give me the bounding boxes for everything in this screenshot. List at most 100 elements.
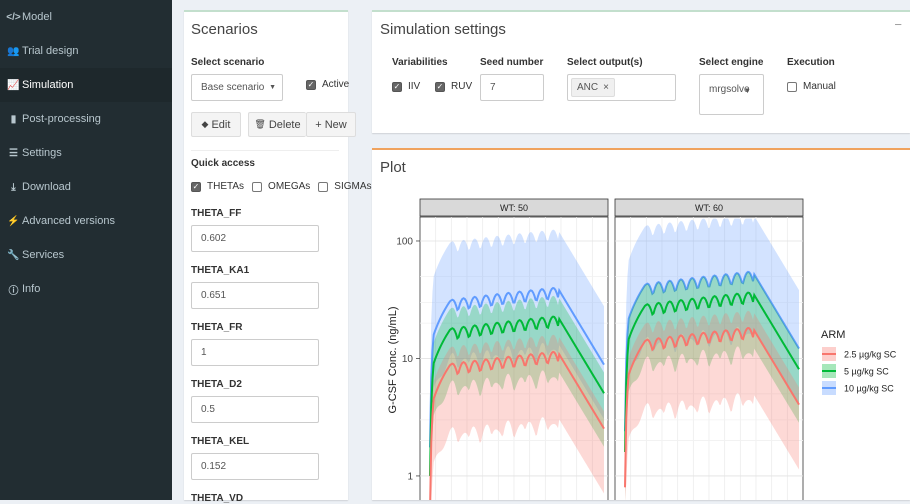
plus-icon: + — [315, 118, 322, 131]
series-median-line — [624, 291, 800, 452]
scenario-select[interactable]: Base scenario ▼ — [191, 74, 283, 101]
sidebar-item-label: Model — [22, 11, 52, 23]
param-label: THETA_KEL — [191, 436, 250, 447]
collapse-button[interactable]: − — [894, 17, 902, 32]
check-icon — [252, 181, 263, 192]
seed-input[interactable]: 7 — [480, 74, 544, 101]
select-scenario-label: Select scenario — [191, 57, 265, 68]
series-band — [430, 295, 604, 500]
ruv-label: RUV — [451, 81, 473, 92]
series-median-line — [429, 350, 605, 500]
remove-tag-icon[interactable]: × — [603, 82, 609, 93]
ruv-checkbox[interactable]: ✓ RUV — [435, 81, 472, 92]
series-band — [625, 310, 799, 500]
quick-omegas-checkbox[interactable]: OMEGAs — [252, 181, 310, 192]
execution-label: Execution — [787, 57, 835, 68]
facet-label: WT: 50 — [500, 203, 528, 213]
iiv-label: IIV — [408, 81, 421, 92]
ruv-check-icon: ✓ — [435, 81, 445, 92]
quick-thetas-checkbox[interactable]: ✓ THETAs — [191, 181, 244, 192]
sidebar-item-label: Trial design — [22, 45, 79, 57]
simulation-settings-title: Simulation settings — [380, 21, 506, 38]
facet-label: WT: 60 — [695, 203, 723, 213]
concentration-chart: G-CSF Conc. (ng/mL) 1 10 100 WT: 50 WT: 60 ARM… — [387, 198, 897, 500]
series-median-line — [624, 270, 800, 432]
sidebar-item-services[interactable]: 🔧 Services — [0, 238, 172, 272]
iiv-checkbox[interactable]: ✓ IIV — [392, 81, 420, 92]
series-band — [625, 218, 799, 486]
sidebar-item-label: Simulation — [22, 79, 74, 91]
param-label: THETA_FF — [191, 208, 242, 219]
param-input[interactable]: 0.5 — [191, 396, 319, 423]
sidebar-item-advanced-versions[interactable]: ⚡ Advanced versions — [0, 204, 172, 238]
code-icon: </> — [6, 11, 21, 23]
param-label: THETA_KA1 — [191, 265, 250, 276]
param-input[interactable]: 0.152 — [191, 453, 319, 480]
manual-checkbox[interactable]: Manual — [787, 81, 836, 92]
param-input[interactable]: 1 — [191, 339, 319, 366]
sidebar-item-model[interactable]: </> Model — [0, 0, 172, 34]
sidebar-item-label: Services — [22, 249, 65, 261]
plot-title: Plot — [380, 159, 406, 176]
legend-label: 5 µg/kg SC — [844, 367, 889, 377]
active-label: Active — [322, 79, 350, 90]
sidebar-item-label: Settings — [22, 147, 62, 159]
facet-strip — [614, 198, 804, 217]
series-median-line — [624, 326, 800, 488]
caret-down-icon: ▼ — [269, 84, 276, 91]
quick-label: SIGMAs — [334, 181, 372, 192]
sidebar-item-download[interactable]: ⤓ Download — [0, 170, 172, 204]
sidebar-item-simulation[interactable]: 📈 Simulation — [0, 68, 172, 102]
variabilities-label: Variabilities — [392, 57, 448, 68]
param-label: THETA_FR — [191, 322, 243, 333]
legend-label: 10 µg/kg SC — [844, 384, 894, 394]
sidebar: </> Model 👥 Trial design 📈 Simulation ▮ Post-pr… — [0, 0, 172, 500]
check-icon: ✓ — [191, 181, 201, 192]
iiv-check-icon: ✓ — [392, 81, 402, 92]
quick-access-label: Quick access — [191, 158, 255, 169]
delete-button[interactable]: 🗑 Delete — [248, 112, 306, 137]
sidebar-item-label: Post-processing — [22, 113, 101, 125]
sidebar-item-trial-design[interactable]: 👥 Trial design — [0, 34, 172, 68]
engine-select[interactable]: mrgsolve ▼ — [699, 74, 764, 115]
bar-chart-icon: ▮ — [10, 113, 17, 125]
wrench-icon: 🔧 — [7, 249, 20, 261]
sidebar-item-settings[interactable]: ☰ Settings — [0, 136, 172, 170]
param-input[interactable]: 0.651 — [191, 282, 319, 309]
legend-title: ARM — [821, 329, 845, 341]
sidebar-item-post-processing[interactable]: ▮ Post-processing — [0, 102, 172, 136]
output-tag: ANC × — [571, 78, 615, 97]
series-band — [625, 271, 799, 500]
quick-sigmas-checkbox[interactable]: SIGMAs — [318, 181, 372, 192]
series-band — [430, 334, 604, 500]
check-icon — [318, 181, 329, 192]
engine-value: mrgsolve — [709, 84, 750, 95]
scenarios-panel: Scenarios Select scenario Base scenario … — [184, 10, 372, 504]
info-icon: ⓘ — [8, 285, 19, 297]
active-checkbox[interactable]: ✓ Active — [306, 79, 349, 90]
sidebar-item-info[interactable]: ⓘ Info — [0, 272, 172, 306]
y-tick-label: 10 — [402, 354, 414, 365]
param-label: THETA_D2 — [191, 379, 242, 390]
tag-icon: ◆ — [201, 119, 209, 129]
quick-access-row: ✓ THETAs OMEGAs SIGMAs — [191, 181, 372, 192]
edit-button[interactable]: ◆ Edit — [191, 112, 241, 137]
plot-panel: Plot G-CSF Conc. (ng/mL) 1 10 100 WT: 50 WT: … — [372, 148, 910, 500]
new-button[interactable]: + New — [306, 112, 356, 137]
scenarios-title: Scenarios — [191, 21, 258, 38]
output-select[interactable]: ANC × — [567, 74, 676, 101]
y-axis-label: G-CSF Conc. (ng/mL) — [387, 307, 399, 414]
quick-label: OMEGAs — [268, 181, 311, 192]
trash-icon: 🗑 — [254, 119, 266, 129]
y-tick-label: 100 — [396, 236, 413, 247]
legend-label: 2.5 µg/kg SC — [844, 350, 897, 360]
users-icon: 👥 — [7, 45, 20, 57]
new-label: New — [324, 118, 347, 131]
divider — [191, 150, 339, 151]
param-input[interactable]: 0.602 — [191, 225, 319, 252]
delete-label: Delete — [268, 118, 301, 131]
output-label: Select output(s) — [567, 57, 643, 68]
manual-label: Manual — [803, 81, 836, 92]
series-median-line — [429, 286, 605, 448]
engine-label: Select engine — [699, 57, 764, 68]
